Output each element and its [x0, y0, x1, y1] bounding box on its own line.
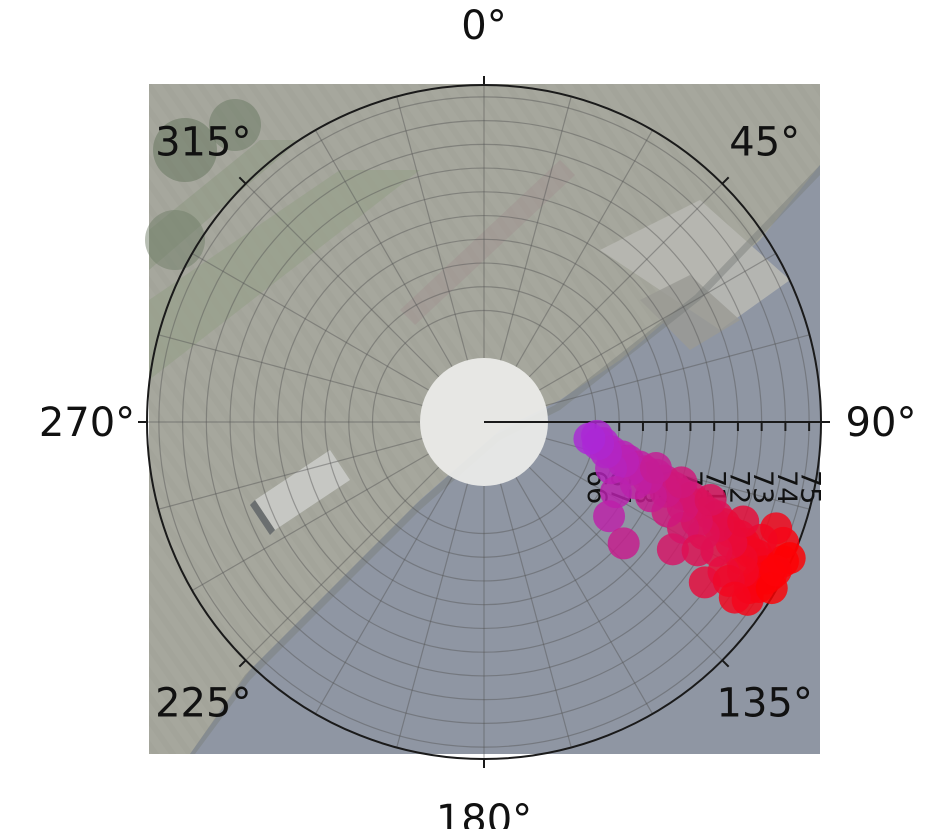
- scatter-point: [573, 422, 606, 455]
- angular-tick-label: 180°: [436, 797, 532, 829]
- scatter-point: [607, 527, 640, 560]
- angular-grid-line: [515, 129, 654, 367]
- angular-grid-line: [539, 252, 777, 391]
- angular-grid-line: [245, 466, 440, 661]
- angular-grid-line: [158, 334, 423, 407]
- angular-grid-line: [191, 252, 429, 391]
- angular-grid-line: [396, 96, 469, 361]
- angular-grid-line: [396, 483, 469, 748]
- angular-tick-label: 90°: [846, 400, 917, 446]
- angular-tick-label: 315°: [155, 119, 251, 165]
- angular-tick-label: 135°: [717, 681, 813, 727]
- angular-grid-line: [528, 466, 723, 661]
- angular-grid-line: [314, 129, 453, 367]
- angular-tick: [721, 659, 730, 668]
- angular-grid-line: [515, 477, 654, 715]
- angular-grid-line: [191, 453, 429, 592]
- angular-tick-label: 225°: [155, 681, 251, 727]
- angular-grid-line: [528, 183, 723, 378]
- scatter-point: [599, 476, 632, 509]
- angular-grid-line: [499, 483, 572, 748]
- angular-tick: [238, 176, 247, 185]
- scatter-point: [593, 500, 626, 533]
- scatter-point: [639, 452, 672, 485]
- scatter-point: [694, 484, 727, 517]
- angular-grid-line: [314, 477, 453, 715]
- scatter-point: [727, 505, 760, 538]
- scatter-point: [718, 581, 751, 614]
- scatter-point: [759, 554, 792, 587]
- scatter-point: [681, 534, 714, 567]
- angular-tick-label: 0°: [461, 3, 506, 49]
- radial-tick-label: 75: [795, 470, 826, 504]
- angular-grid-line: [245, 183, 440, 378]
- scatter-point: [656, 533, 689, 566]
- angular-grid-line: [158, 437, 423, 510]
- angular-grid-line: [545, 334, 810, 407]
- radial-tick-label: 73: [747, 470, 778, 504]
- scatter-point: [665, 466, 698, 499]
- angular-tick-label: 270°: [39, 400, 135, 446]
- radial-tick-label: 72: [723, 470, 754, 504]
- angular-axis: 0° 45° 90° 135° 180° 225° 270° 315°: [39, 3, 917, 829]
- scatter-point: [688, 566, 721, 599]
- angular-grid-line: [499, 96, 572, 361]
- radial-tick-label: 74: [771, 470, 802, 504]
- angular-tick: [721, 176, 730, 185]
- angular-tick-label: 45°: [729, 119, 800, 165]
- angular-tick: [238, 659, 247, 668]
- scatter-points: [573, 419, 806, 616]
